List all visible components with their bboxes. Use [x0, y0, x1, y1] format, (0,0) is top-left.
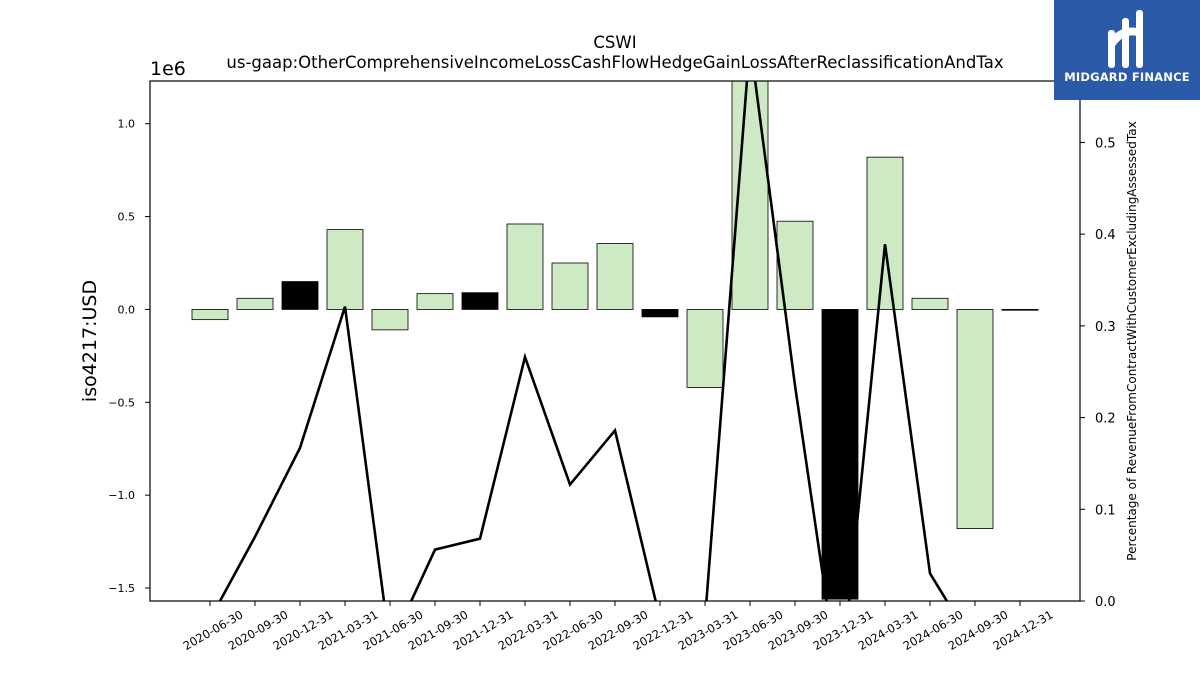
bar — [821, 309, 859, 600]
bar — [911, 297, 949, 310]
y2-tick-label: 0.1 — [1095, 503, 1116, 518]
bar — [641, 309, 679, 318]
y2-tick-label: 0.2 — [1095, 412, 1116, 427]
bar — [416, 293, 454, 310]
y2-tick-label: 0.3 — [1095, 320, 1116, 335]
y-tick-label: −1.5 — [108, 582, 135, 595]
y2-axis-label: Percentage of RevenueFromContractWithCus… — [1125, 121, 1139, 560]
bar-series — [191, 81, 1039, 600]
left-y-axis: −1.5 −1.0 −0.5 0.0 0.5 1.0 — [108, 118, 150, 595]
logo-text: MIDGARD FINANCE — [1064, 70, 1190, 84]
bar — [236, 297, 274, 310]
chart-title-ticker: CSWI — [593, 33, 636, 52]
right-y-axis: 0.0 0.1 0.2 0.3 0.4 0.5 — [1080, 136, 1116, 610]
y2-tick-label: 0.4 — [1095, 228, 1116, 243]
y-tick-label: 0.5 — [118, 211, 136, 224]
bar — [1001, 309, 1039, 311]
bar — [956, 309, 994, 529]
bar — [866, 156, 904, 310]
bar — [371, 309, 409, 331]
y-offset-label: 1e6 — [150, 58, 186, 80]
y-axis-label: iso4217:USD — [79, 280, 101, 402]
x-axis: 2020-06-302020-09-302020-12-312021-03-31… — [181, 601, 1056, 653]
plot-frame — [149, 80, 1081, 602]
bar — [281, 281, 319, 310]
line-path — [218, 81, 1020, 601]
y-tick-label: 0.0 — [118, 303, 136, 316]
chart-title-concept: us-gaap:OtherComprehensiveIncomeLossCash… — [226, 53, 1003, 72]
y-tick-label: −0.5 — [108, 396, 135, 409]
y2-tick-label: 0.5 — [1095, 136, 1116, 151]
bar — [551, 262, 589, 310]
bar — [461, 292, 499, 310]
y-tick-label: −1.0 — [108, 489, 135, 502]
bar — [686, 309, 724, 388]
bar — [506, 223, 544, 310]
y2-tick-label: 0.0 — [1095, 595, 1116, 610]
y-tick-label: 1.0 — [118, 118, 136, 131]
bar — [191, 309, 229, 321]
bar — [596, 243, 634, 310]
logo-mark-icon — [1108, 10, 1143, 68]
line-series — [218, 81, 1020, 601]
bar — [326, 229, 364, 310]
brand-logo: MIDGARD FINANCE — [1054, 0, 1200, 100]
